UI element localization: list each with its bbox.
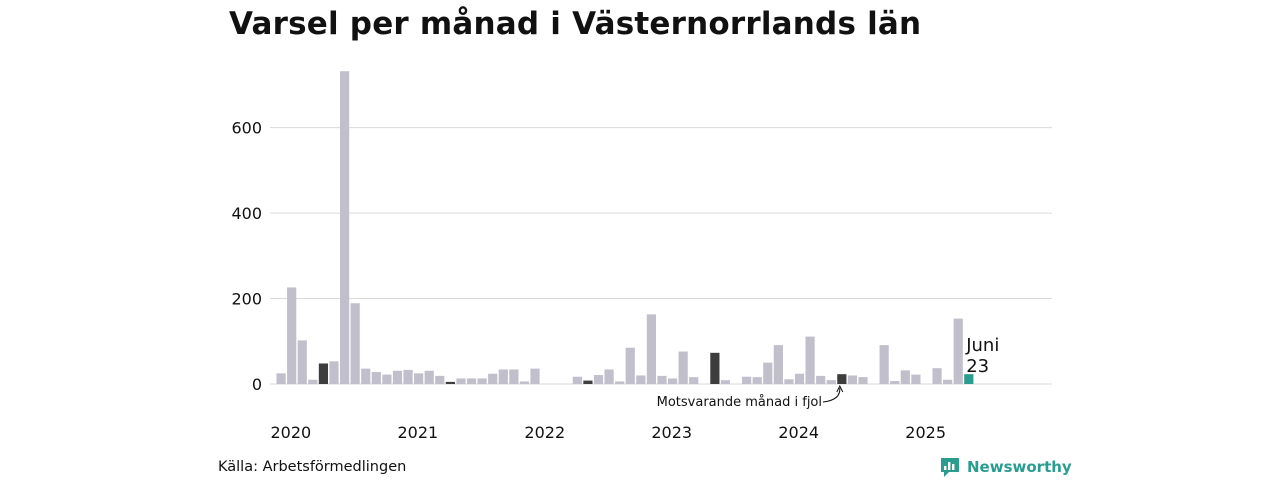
annotation-arrowhead xyxy=(836,384,844,393)
labels: 0 200 400 600 2020 2021 2022 2023 2024 2025 Juni23… xyxy=(231,119,999,442)
bar xyxy=(297,340,307,384)
bar xyxy=(858,377,868,384)
y-tick-label: 600 xyxy=(231,119,262,138)
y-tick-label: 0 xyxy=(252,375,262,394)
bar xyxy=(382,374,392,384)
bar xyxy=(784,379,794,384)
bar xyxy=(519,381,530,384)
annotation-arrow xyxy=(822,387,841,403)
bar xyxy=(943,379,953,384)
y-tick-label: 200 xyxy=(231,290,262,309)
bar xyxy=(371,372,381,384)
bar xyxy=(466,378,477,384)
bar xyxy=(900,370,910,384)
bar xyxy=(625,347,635,384)
bar xyxy=(890,381,900,384)
bars xyxy=(276,71,974,384)
bar xyxy=(445,381,455,384)
bar xyxy=(276,373,286,384)
bar xyxy=(615,381,625,384)
bar xyxy=(308,379,318,384)
bar xyxy=(678,351,688,384)
bar xyxy=(794,373,805,384)
chart-title: Varsel per månad i Västernorrlands län xyxy=(229,6,922,42)
bar xyxy=(509,369,519,384)
bar xyxy=(879,345,889,384)
bar xyxy=(837,374,847,384)
brand-logo[interactable]: Newsworthy xyxy=(939,456,1072,478)
bar xyxy=(720,380,731,384)
bar xyxy=(318,363,329,384)
brand-name: Newsworthy xyxy=(967,458,1072,476)
bar xyxy=(604,369,614,384)
bar xyxy=(414,373,424,384)
source-credit: Källa: Arbetsförmedlingen xyxy=(218,459,407,475)
bar xyxy=(964,374,974,384)
bar xyxy=(911,374,921,384)
bar xyxy=(816,375,826,384)
bar xyxy=(392,370,403,384)
x-tick-label: 2023 xyxy=(651,423,692,442)
x-tick-label: 2022 xyxy=(524,423,565,442)
bar xyxy=(953,318,963,384)
x-tick-label: 2025 xyxy=(905,423,946,442)
bar xyxy=(646,314,656,384)
bar xyxy=(361,368,371,384)
grid xyxy=(270,127,1052,385)
last-month-label: Juni xyxy=(965,335,999,356)
x-tick-label: 2021 xyxy=(397,423,438,442)
bar xyxy=(403,369,413,384)
bar xyxy=(350,303,360,384)
bar xyxy=(932,368,942,384)
bar xyxy=(329,361,339,384)
y-tick-label: 400 xyxy=(231,204,262,223)
bar xyxy=(763,362,773,384)
bar xyxy=(424,370,434,384)
bar xyxy=(572,376,582,384)
newsworthy-logo-icon xyxy=(941,458,959,477)
bar xyxy=(847,375,858,384)
x-tick-label: 2024 xyxy=(778,423,819,442)
bar xyxy=(435,375,445,384)
bar xyxy=(593,375,604,384)
bar xyxy=(742,376,752,384)
bar xyxy=(667,378,678,384)
bar xyxy=(636,375,646,384)
bar xyxy=(477,378,487,384)
bar xyxy=(498,369,508,384)
bar xyxy=(287,287,297,384)
bar xyxy=(339,71,350,384)
bar xyxy=(488,373,498,384)
bar xyxy=(456,378,466,384)
x-tick-label: 2020 xyxy=(271,423,312,442)
last-value-label: 23 xyxy=(966,356,989,377)
bar xyxy=(805,336,815,384)
bar xyxy=(710,352,720,384)
bar xyxy=(657,375,667,384)
bar xyxy=(826,380,836,384)
bar xyxy=(583,380,593,384)
bar xyxy=(689,377,699,384)
bar xyxy=(773,345,783,384)
bar xyxy=(752,377,762,384)
same-month-last-year-annotation: Motsvarande månad i fjol xyxy=(657,395,822,410)
bar xyxy=(530,368,540,384)
